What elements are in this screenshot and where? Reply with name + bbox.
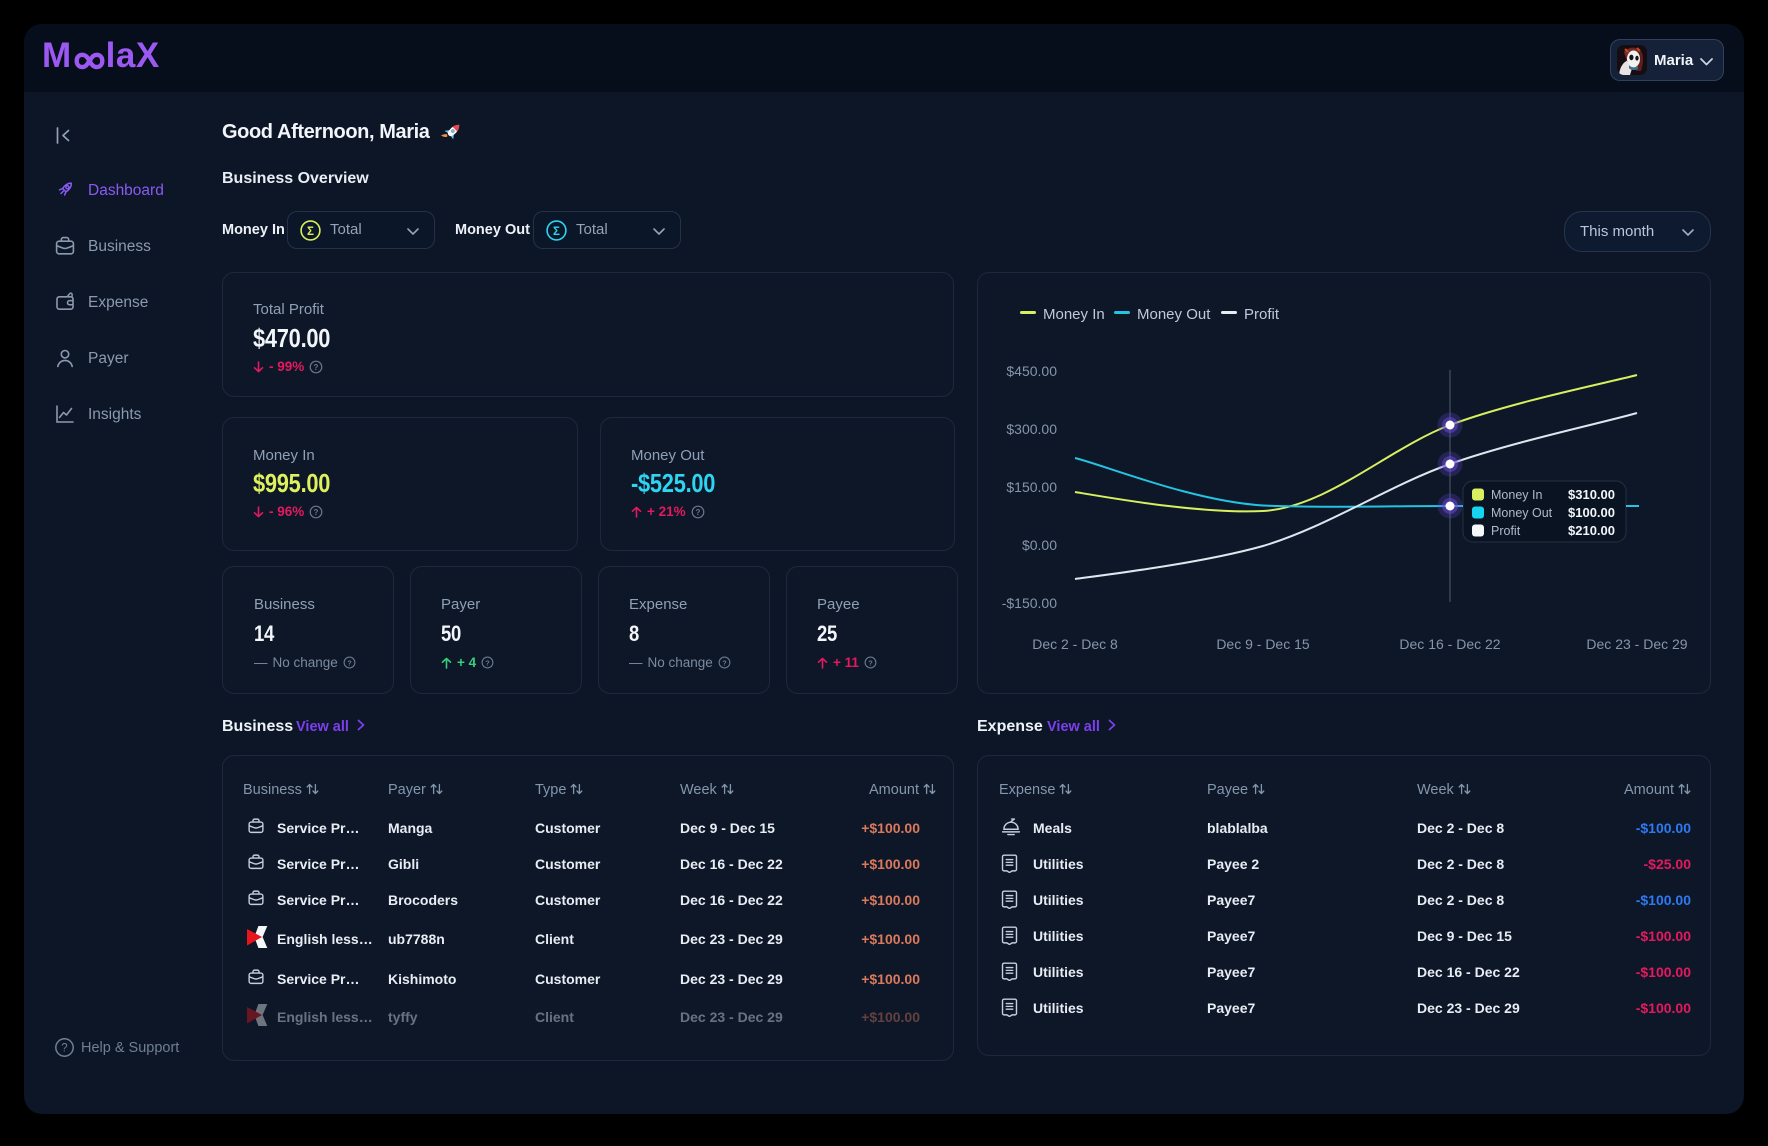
svg-text:Money Out: Money Out: [1137, 306, 1211, 323]
svg-text:Dec 23 - Dec 29: Dec 23 - Dec 29: [1586, 636, 1687, 652]
svg-text:Dec 2 - Dec 8: Dec 2 - Dec 8: [1032, 636, 1118, 652]
svg-text:$0.00: $0.00: [1022, 537, 1057, 553]
svg-text:$100.00: $100.00: [1568, 505, 1615, 520]
svg-text:?: ?: [61, 1043, 67, 1055]
svg-text:Money In: Money In: [1491, 488, 1542, 502]
svg-text:Σ: Σ: [307, 226, 314, 238]
svg-text:?: ?: [347, 658, 352, 667]
svg-text:Money Out: Money Out: [1491, 506, 1553, 520]
svg-text:Dec 9 - Dec 15: Dec 9 - Dec 15: [1216, 636, 1310, 652]
svg-text:?: ?: [485, 658, 490, 667]
svg-text:?: ?: [695, 508, 700, 517]
svg-text:$150.00: $150.00: [1006, 479, 1057, 495]
svg-text:$450.00: $450.00: [1006, 363, 1057, 379]
svg-text:Dec 16 - Dec 22: Dec 16 - Dec 22: [1399, 636, 1500, 652]
svg-text:?: ?: [868, 658, 873, 667]
svg-text:Profit: Profit: [1244, 306, 1280, 323]
svg-text:$300.00: $300.00: [1006, 421, 1057, 437]
svg-text:Profit: Profit: [1491, 524, 1521, 538]
svg-text:Σ: Σ: [553, 226, 560, 238]
svg-text:$210.00: $210.00: [1568, 523, 1615, 538]
svg-text:-$150.00: -$150.00: [1002, 595, 1057, 611]
svg-text:Money In: Money In: [1043, 306, 1105, 323]
svg-text:?: ?: [314, 508, 319, 517]
svg-text:?: ?: [314, 363, 319, 372]
svg-text:?: ?: [722, 658, 727, 667]
svg-text:$310.00: $310.00: [1568, 487, 1615, 502]
